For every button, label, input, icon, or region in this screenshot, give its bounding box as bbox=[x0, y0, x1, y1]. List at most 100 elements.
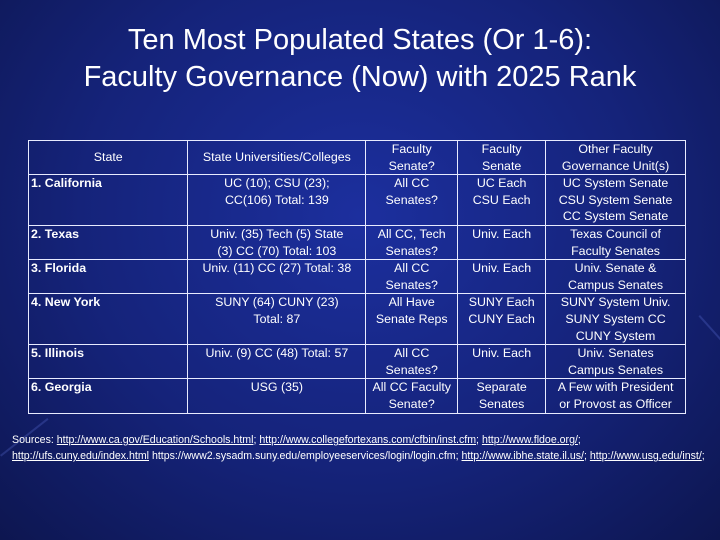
cell-text-line: Separate bbox=[476, 380, 527, 395]
background-streak bbox=[698, 315, 720, 347]
state-cell: 3. Florida bbox=[27, 259, 189, 295]
header-text-line: Faculty bbox=[481, 142, 522, 156]
state-cell: 1. California bbox=[27, 174, 189, 226]
cell-text-line: Senates bbox=[478, 396, 525, 411]
faculty-senate-question-cell: All CC Senates? bbox=[365, 174, 459, 226]
cell-text-line: All CC bbox=[394, 261, 430, 276]
faculty-senate-cell: Univ. Each bbox=[457, 344, 547, 380]
source-link[interactable]: http://ufs.cuny.edu/index.html bbox=[12, 450, 150, 462]
source-link[interactable]: http://www.ca.gov/Education/Schools.html bbox=[56, 434, 254, 446]
sources-footer: Sources: http://www.ca.gov/Education/Sch… bbox=[12, 432, 712, 464]
cell-text-line: Senates? bbox=[385, 192, 438, 207]
source-separator: ; bbox=[476, 434, 479, 446]
cell-text-line: Campus Senates bbox=[568, 362, 664, 377]
state-cell: 2. Texas bbox=[27, 224, 189, 261]
universities-cell: Univ. (35) Tech (5) State (3) CC (70) Tot… bbox=[187, 224, 367, 261]
faculty-senate-cell: Univ. Each bbox=[457, 259, 547, 295]
other-governance-cell: Texas Council of Faculty Senates bbox=[545, 224, 686, 261]
cell-text-line: Senates? bbox=[385, 277, 438, 292]
cell-text-line: UC Each bbox=[476, 176, 527, 191]
table-row: 3. Florida Univ. (11) CC (27) Total: 38 Al… bbox=[27, 259, 686, 295]
source-link[interactable]: http://www.ibhe.state.il.us/ bbox=[461, 450, 584, 462]
faculty-senate-question-cell: All CC Senates? bbox=[365, 259, 459, 295]
cell-text-line: Senates? bbox=[385, 243, 438, 258]
cell-text-line: All CC, Tech bbox=[377, 226, 446, 241]
universities-cell: Univ. (11) CC (27) Total: 38 bbox=[187, 259, 367, 295]
header-text-line: Senate? bbox=[388, 158, 435, 173]
cell-text-line: All CC bbox=[394, 346, 430, 361]
table-row: 4. New York SUNY (64) CUNY (23) Total: 87 A… bbox=[27, 293, 686, 346]
source-separator: ; bbox=[701, 450, 705, 462]
cell-text-line: CUNY Each bbox=[468, 311, 535, 326]
cell-text-line: All Have bbox=[388, 295, 435, 310]
cell-text-line: Univ. Each bbox=[472, 261, 532, 276]
cell-text-line: Texas Council of bbox=[570, 226, 661, 241]
slide-title-line-1: Ten Most Populated States (Or 1-6): bbox=[127, 24, 593, 56]
table-row: 6. Georgia USG (35) All CC Faculty Senate? S… bbox=[27, 378, 686, 414]
other-governance-cell: A Few with President or Provost as Office… bbox=[545, 378, 686, 414]
faculty-senate-cell: Univ. Each bbox=[457, 224, 547, 261]
header-text-line: Senate bbox=[482, 158, 522, 173]
faculty-senate-question-cell: All Have Senate Reps bbox=[365, 293, 459, 346]
cell-text-line: Univ. (35) Tech (5) State bbox=[210, 226, 344, 241]
state-cell: 5. Illinois bbox=[27, 344, 189, 380]
header-text-line: State Universities/Colleges bbox=[202, 150, 351, 165]
governance-table: State State Universities/Colleges Faculty S… bbox=[27, 139, 686, 414]
cell-text-line: SUNY System CC bbox=[565, 311, 666, 326]
cell-text-line: A Few with President bbox=[557, 380, 674, 395]
other-governance-cell: SUNY System Univ. SUNY System CC CUNY Syst… bbox=[545, 293, 686, 346]
cell-text-line: Univ. Senates bbox=[577, 346, 654, 361]
universities-cell: Univ. (9) CC (48) Total: 57 bbox=[187, 344, 367, 380]
cell-text-line: Campus Senates bbox=[568, 277, 664, 292]
header-state: State bbox=[27, 139, 189, 176]
cell-text-line: Total: 87 bbox=[253, 311, 301, 326]
header-text-line: State bbox=[93, 150, 123, 165]
table-row: 2. Texas Univ. (35) Tech (5) State (3) CC … bbox=[27, 224, 686, 261]
cell-text-line: Faculty Senates bbox=[571, 243, 660, 258]
source-link[interactable]: http://www.usg.edu/inst/ bbox=[589, 450, 702, 462]
header-universities: State Universities/Colleges bbox=[187, 139, 367, 176]
cell-text-line: Univ. (9) CC (48) Total: 57 bbox=[205, 346, 349, 361]
other-governance-cell: Univ. Senate & Campus Senates bbox=[545, 259, 686, 295]
universities-cell: UC (10); CSU (23); CC(106) Total: 139 bbox=[187, 174, 367, 226]
cell-text-line: Senates? bbox=[385, 362, 438, 377]
universities-cell: USG (35) bbox=[187, 378, 367, 414]
cell-text-line: Univ. Each bbox=[472, 346, 532, 361]
cell-text-line: All CC Faculty bbox=[372, 380, 451, 395]
governance-table-body: State State Universities/Colleges Faculty S… bbox=[27, 139, 686, 414]
header-text-line: Faculty bbox=[391, 142, 432, 156]
cell-text-line: Senate Reps bbox=[375, 311, 448, 326]
cell-text-line: SUNY System Univ. bbox=[560, 295, 671, 310]
cell-text-line: or Provost as Officer bbox=[559, 396, 672, 411]
cell-text-line: All CC bbox=[394, 176, 430, 191]
cell-text-line: CSU System Senate bbox=[558, 192, 673, 207]
cell-text-line: (3) CC (70) Total: 103 bbox=[217, 243, 337, 258]
state-cell: 4. New York bbox=[27, 293, 189, 346]
faculty-senate-question-cell: All CC, Tech Senates? bbox=[365, 224, 459, 261]
cell-text-line: Univ. Senate & bbox=[574, 261, 657, 276]
other-governance-cell: Univ. Senates Campus Senates bbox=[545, 344, 686, 380]
header-text-line: Governance Unit(s) bbox=[561, 158, 670, 173]
cell-text-line: Univ. Each bbox=[472, 226, 532, 241]
cell-text-line: Univ. (11) CC (27) Total: 38 bbox=[202, 261, 352, 276]
source-separator: ; bbox=[577, 434, 581, 446]
source-link: https://www2.sysadm.suny.edu/employeeser… bbox=[151, 450, 456, 462]
cell-text-line: Senate? bbox=[388, 396, 435, 411]
sources-label: Sources: bbox=[12, 434, 54, 446]
table-header-row: State State Universities/Colleges Faculty S… bbox=[27, 139, 686, 176]
header-faculty-senate-question: Faculty Senate? bbox=[365, 139, 459, 176]
faculty-senate-cell: SUNY Each CUNY Each bbox=[457, 293, 547, 346]
header-text-line: Other Faculty bbox=[578, 142, 653, 156]
table-row: 1. California UC (10); CSU (23); CC(106) T… bbox=[27, 174, 686, 226]
source-link[interactable]: http://www.fldoe.org/ bbox=[481, 434, 578, 446]
faculty-senate-cell: UC Each CSU Each bbox=[457, 174, 547, 226]
cell-text-line: UC (10); CSU (23); bbox=[224, 176, 330, 191]
cell-text-line: SUNY (64) CUNY (23) bbox=[215, 295, 339, 310]
header-faculty-senate: Faculty Senate bbox=[457, 139, 547, 176]
source-link[interactable]: http://www.collegefortexans.com/cfbin/in… bbox=[259, 434, 477, 446]
cell-text-line: CC(106) Total: 139 bbox=[224, 192, 329, 207]
source-separator: ; bbox=[455, 450, 459, 462]
faculty-senate-question-cell: All CC Faculty Senate? bbox=[365, 378, 459, 414]
faculty-senate-cell: Separate Senates bbox=[457, 378, 547, 414]
cell-text-line: CC System Senate bbox=[562, 209, 669, 224]
